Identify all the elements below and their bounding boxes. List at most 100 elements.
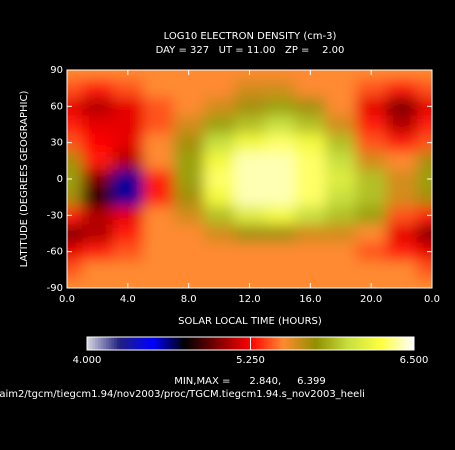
colorbar-segment (225, 337, 230, 350)
colorbar-segment (291, 337, 295, 350)
heatmap-area (67, 70, 432, 288)
colorbar-segment (103, 337, 107, 350)
heat-cell (325, 70, 357, 80)
colorbar-segment (307, 337, 311, 350)
heat-cell (295, 115, 327, 135)
heat-cell (416, 278, 432, 288)
heat-cell (416, 115, 432, 135)
heat-cell (82, 97, 114, 116)
colorbar-segment (351, 337, 355, 350)
colorbar-segment (168, 337, 172, 350)
colorbar-segment (302, 337, 306, 350)
heat-cell (295, 169, 327, 189)
heat-cell (143, 224, 174, 244)
heat-cell (325, 278, 357, 288)
heat-cell (325, 133, 357, 153)
colorbar-segment (231, 337, 235, 350)
heat-cell (264, 260, 296, 280)
heat-cell (67, 97, 83, 116)
heat-cell (355, 242, 387, 262)
colorbar-segment (206, 337, 211, 350)
heat-cell (234, 79, 266, 98)
colorbar-segment (275, 337, 279, 350)
heat-cell (203, 224, 235, 244)
colorbar-segment (130, 337, 134, 350)
heat-cell (355, 169, 387, 189)
heat-cell (112, 206, 144, 225)
heat-cell (82, 224, 114, 244)
heat-cell (264, 151, 296, 171)
colorbar-segment (283, 337, 287, 350)
heat-cell (416, 224, 432, 244)
colorbar-segment (405, 337, 409, 350)
heat-cell (173, 188, 205, 207)
heat-cell (143, 188, 174, 207)
heat-cell (416, 169, 432, 189)
colorbar-segment (310, 337, 314, 350)
colorbar-segment (285, 337, 290, 350)
colorbar-segment (220, 337, 224, 350)
heat-cell (264, 115, 296, 135)
heat-cell (295, 188, 327, 207)
colorbar-segment (253, 337, 257, 350)
heat-cell (234, 188, 266, 207)
colorbar-segment (345, 337, 349, 350)
heat-cell (82, 242, 114, 262)
heat-cell (355, 206, 387, 225)
heat-cell (234, 242, 266, 262)
colorbar-segment (343, 337, 347, 350)
heat-cell (234, 151, 266, 171)
heat-cell (82, 115, 114, 135)
colorbar-segment (190, 337, 194, 350)
heat-cell (386, 242, 418, 262)
colorbar-segment (157, 337, 161, 350)
colorbar-segment (125, 337, 129, 350)
heat-cell (264, 188, 296, 207)
colorbar-segment (411, 337, 415, 350)
heat-cell (112, 115, 144, 135)
heat-cell (82, 278, 114, 288)
heat-cell (295, 79, 327, 98)
colorbar-segment (160, 337, 164, 350)
heat-cell (325, 151, 357, 171)
heat-cell (67, 260, 83, 280)
heat-cell (67, 70, 83, 80)
colorbar-segment (242, 337, 246, 350)
heat-cell (82, 188, 114, 207)
heat-cell (325, 224, 357, 244)
heat-cell (325, 79, 357, 98)
heat-cell (325, 206, 357, 225)
heat-cell (386, 151, 418, 171)
heat-cell (203, 188, 235, 207)
colorbar-segment (288, 337, 292, 350)
heat-cell (143, 169, 174, 189)
colorbar-segment (106, 337, 110, 350)
colorbar-segment (299, 337, 303, 350)
colorbar-segment (326, 337, 330, 350)
heat-cell (355, 70, 387, 80)
heat-cell (67, 224, 83, 244)
file-path: /aim2/tgcm/tiegcm1.94/nov2003/proc/TGCM.… (0, 389, 365, 400)
heat-cell (112, 188, 144, 207)
heat-cell (355, 260, 387, 280)
heat-cell (386, 224, 418, 244)
colorbar-segment (97, 337, 102, 350)
colorbar-segment (329, 337, 333, 350)
colorbar-segment (340, 337, 344, 350)
heat-cell (416, 70, 432, 80)
heat-cell (386, 133, 418, 153)
heat-cell (82, 70, 114, 80)
colorbar-segment (255, 337, 260, 350)
colorbar-segment (247, 337, 251, 350)
colorbar-segment (370, 337, 374, 350)
colorbar-segment (100, 337, 104, 350)
heat-cell (82, 169, 114, 189)
colorbar-segment (176, 337, 181, 350)
chart-title: LOG10 ELECTRON DENSITY (cm-3) (164, 31, 337, 42)
heat-cell (203, 133, 235, 153)
heat-cell (295, 260, 327, 280)
y-tick-label: 30 (50, 138, 63, 149)
heat-cell (143, 115, 174, 135)
colorbar-segment (212, 337, 216, 350)
heat-cell (355, 79, 387, 98)
